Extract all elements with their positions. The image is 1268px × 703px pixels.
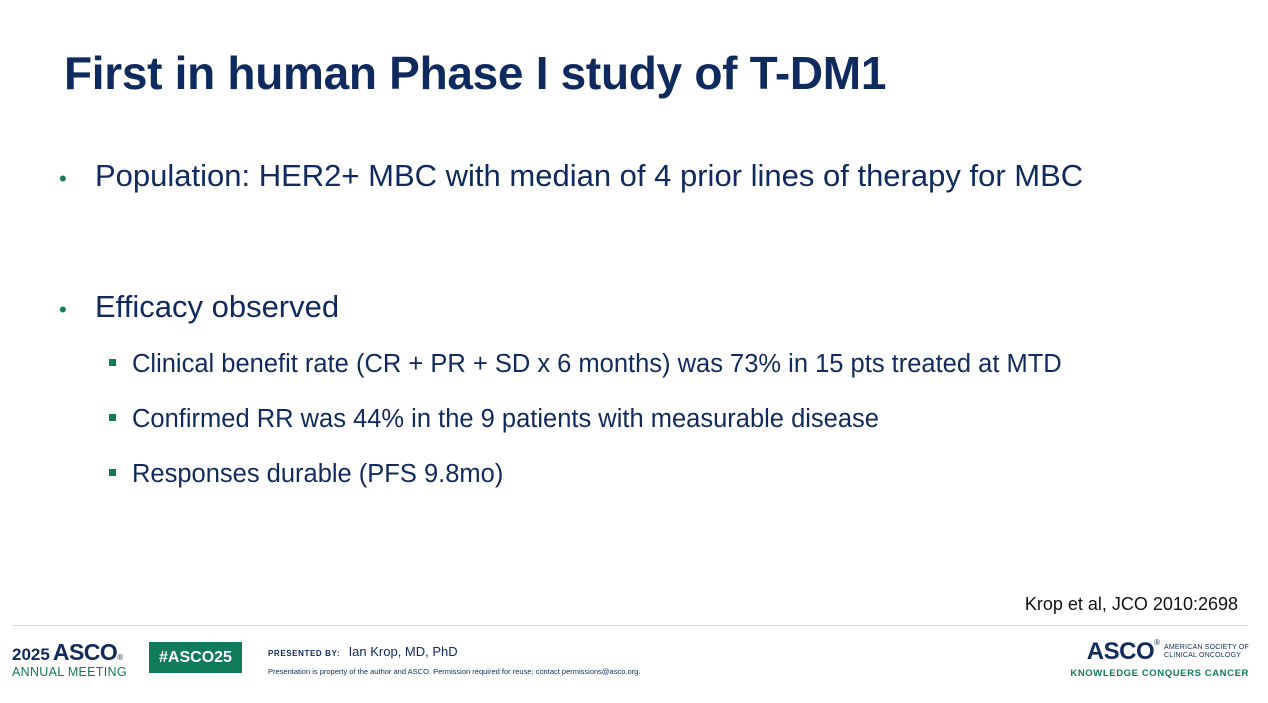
logo-org-name: AMERICAN SOCIETY OF CLINICAL ONCOLOGY <box>1164 644 1249 660</box>
square-bullet-icon <box>109 469 116 476</box>
presented-by-label: PRESENTED BY: <box>268 649 341 658</box>
bullet-dot-icon: • <box>59 166 67 191</box>
slide-title: First in human Phase I study of T-DM1 <box>64 47 887 99</box>
registered-mark: ® <box>117 653 124 662</box>
bullet-text: Population: HER2+ MBC with median of 4 p… <box>95 158 1084 193</box>
asco-annual-meeting-logo: 2025 ASCO ® ANNUAL MEETING <box>12 641 127 679</box>
presenter-name: Ian Krop, MD, PhD <box>348 644 458 659</box>
bullet-dot-icon: • <box>59 297 67 322</box>
logo-tagline: KNOWLEDGE CONQUERS CANCER <box>1070 668 1249 679</box>
hashtag-badge: #ASCO25 <box>149 642 242 673</box>
sub-bullet-responses: Responses durable (PFS 9.8mo) <box>109 460 503 489</box>
logo-annual-meeting: ANNUAL MEETING <box>12 665 127 679</box>
sub-bullet-text: Responses durable (PFS 9.8mo) <box>132 460 504 488</box>
registered-mark: ® <box>1154 638 1161 647</box>
footer-divider <box>12 625 1248 626</box>
square-bullet-icon <box>109 414 116 421</box>
sub-bullet-confirmed-rr: Confirmed RR was 44% in the 9 patients w… <box>109 405 879 434</box>
square-bullet-icon <box>109 359 116 366</box>
logo-year: 2025 <box>12 645 50 664</box>
logo-asco: ASCO <box>52 639 118 665</box>
asco-society-logo: ASCO ® AMERICAN SOCIETY OF CLINICAL ONCO… <box>1070 638 1249 679</box>
sub-bullet-text: Clinical benefit rate (CR + PR + SD x 6 … <box>132 350 1062 378</box>
bullet-population: • Population: HER2+ MBC with median of 4… <box>59 158 1083 194</box>
org-line-1: AMERICAN SOCIETY OF <box>1164 643 1249 651</box>
org-line-2: CLINICAL ONCOLOGY <box>1164 652 1242 659</box>
sub-bullet-clinical-benefit: Clinical benefit rate (CR + PR + SD x 6 … <box>109 350 1062 379</box>
bullet-text: Efficacy observed <box>95 289 340 324</box>
copyright-notice: Presentation is property of the author a… <box>268 667 641 676</box>
logo-asco: ASCO <box>1086 638 1155 665</box>
sub-bullet-text: Confirmed RR was 44% in the 9 patients w… <box>132 405 879 433</box>
citation: Krop et al, JCO 2010:2698 <box>1024 594 1238 614</box>
presented-by: PRESENTED BY: Ian Krop, MD, PhD Presenta… <box>268 643 640 676</box>
bullet-efficacy: • Efficacy observed <box>59 289 339 325</box>
